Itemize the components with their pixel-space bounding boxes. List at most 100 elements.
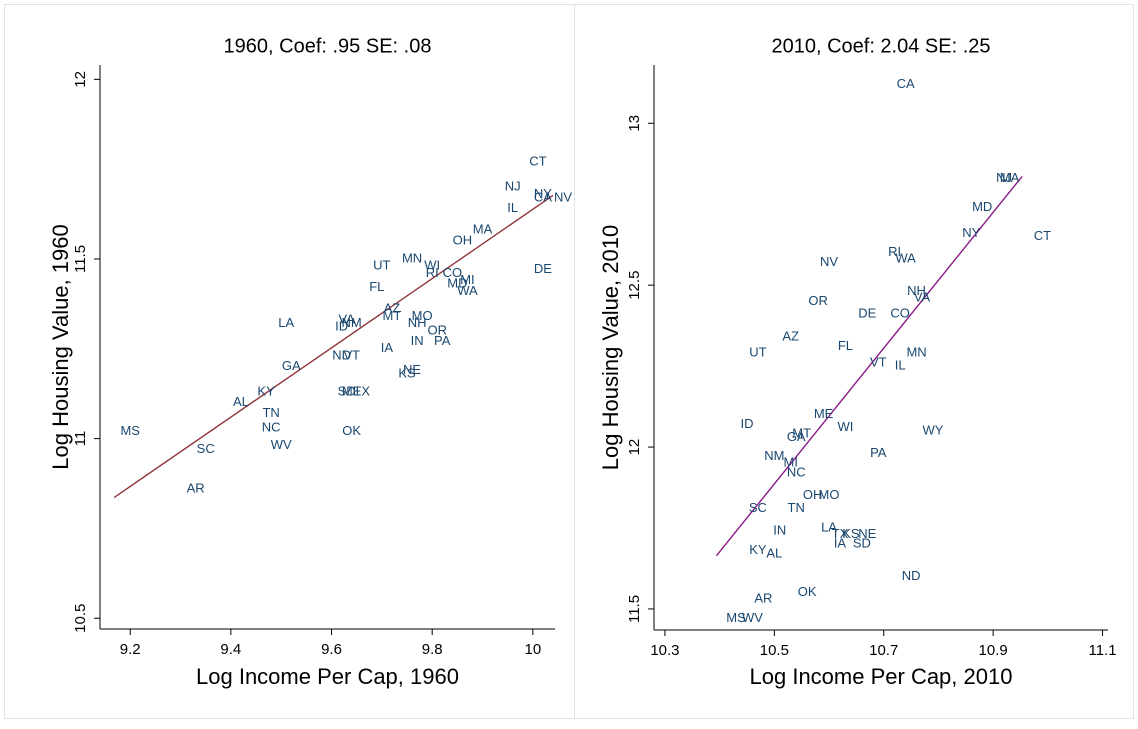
point-label: UT	[373, 258, 390, 273]
point-label: MS	[726, 610, 746, 625]
point-label: LA	[278, 315, 294, 330]
point-label: AR	[754, 591, 772, 606]
point-label: AR	[187, 480, 205, 495]
point-label: ID	[335, 319, 348, 334]
point-label: NM	[342, 315, 362, 330]
point-label: SC	[749, 500, 767, 515]
point-label: RI	[888, 244, 901, 259]
point-label: ME	[342, 383, 362, 398]
point-label: CA	[534, 189, 552, 204]
point-label: NM	[764, 448, 784, 463]
y-tick-label: 12	[626, 439, 643, 456]
y-tick-label: 11.5	[626, 595, 643, 623]
point-label: IL	[507, 200, 518, 215]
point-label: PA	[434, 333, 451, 348]
x-tick-label: 10.5	[760, 642, 789, 659]
point-label: DE	[858, 306, 876, 321]
chart-title: 2010, Coef: 2.04 SE: .25	[771, 35, 990, 57]
point-label: SC	[197, 441, 215, 456]
fit-line	[113, 194, 554, 499]
x-tick-label: 10.7	[869, 642, 898, 659]
point-label: OR	[427, 322, 447, 337]
x-tick-label: 10.9	[979, 642, 1008, 659]
point-label: FL	[369, 279, 384, 294]
point-label: CA	[897, 76, 915, 91]
x-tick-label: 9.4	[220, 641, 241, 658]
point-label: WI	[424, 258, 440, 273]
point-label: NE	[403, 362, 421, 377]
y-tick-label: 11	[72, 431, 89, 447]
point-label: NH	[907, 283, 926, 298]
y-tick-label: 11.5	[72, 245, 89, 273]
point-label: OH	[453, 232, 473, 247]
point-label: VT	[343, 347, 360, 362]
point-label: AZ	[384, 301, 401, 316]
point-label: NY	[962, 225, 980, 240]
point-label: OH	[803, 487, 823, 502]
point-label: MN	[402, 250, 422, 265]
point-label: TN	[262, 405, 279, 420]
point-label: OK	[342, 423, 361, 438]
x-tick-label: 9.2	[120, 641, 141, 658]
point-label: KY	[749, 542, 767, 557]
point-label: MI	[784, 455, 798, 470]
point-label: KS	[842, 526, 860, 541]
point-label: MD	[972, 199, 992, 214]
point-label: OR	[808, 293, 828, 308]
point-label: GA	[787, 429, 806, 444]
point-label: NE	[858, 526, 876, 541]
point-label: MT	[792, 426, 811, 441]
point-label: NV	[554, 189, 572, 204]
point-label: WV	[742, 610, 763, 625]
point-label: IL	[895, 358, 906, 373]
x-tick-label: 10	[525, 641, 542, 658]
point-label: NC	[262, 419, 281, 434]
point-label: VA	[338, 311, 355, 326]
figure-frame	[4, 4, 1134, 719]
point-label: MI	[460, 272, 474, 287]
point-label: VT	[870, 354, 887, 369]
point-label: TX	[832, 526, 849, 541]
point-label: FL	[838, 338, 853, 353]
x-tick-label: 11.1	[1088, 642, 1116, 659]
point-label: ME	[814, 406, 834, 421]
point-label: MT	[383, 308, 402, 323]
point-label: MO	[412, 308, 433, 323]
y-axis-title: Log Housing Value, 2010	[598, 225, 623, 470]
point-label: MA	[473, 222, 493, 237]
point-label: SD	[853, 536, 871, 551]
y-axis-title: Log Housing Value, 1960	[48, 224, 73, 469]
point-label: LA	[821, 519, 837, 534]
point-label: GA	[282, 358, 301, 373]
point-label: WY	[922, 422, 943, 437]
x-axis-title: Log Income Per Cap, 1960	[196, 664, 459, 689]
point-label: MA	[1000, 170, 1020, 185]
point-label: WV	[271, 437, 292, 452]
chart-title: 1960, Coef: .95 SE: .08	[224, 35, 432, 57]
fit-line	[715, 175, 1023, 557]
point-label: NY	[534, 186, 552, 201]
x-tick-label: 9.8	[422, 641, 443, 658]
y-tick-label: 10.5	[72, 604, 89, 633]
y-tick-label: 12	[72, 71, 89, 88]
point-label: NJ	[996, 170, 1012, 185]
point-label: IN	[411, 333, 424, 348]
point-label: IA	[834, 536, 847, 551]
point-label: CO	[890, 306, 910, 321]
point-label: IA	[381, 340, 394, 355]
point-label: NJ	[505, 179, 521, 194]
point-label: ND	[902, 568, 921, 583]
point-label: NV	[820, 254, 838, 269]
point-label: NC	[787, 464, 806, 479]
y-tick-label: 13	[626, 115, 643, 132]
point-label: MS	[120, 423, 140, 438]
point-label: IN	[773, 523, 786, 538]
point-label: AL	[233, 394, 249, 409]
point-label: ID	[740, 416, 753, 431]
point-label: CT	[1034, 228, 1051, 243]
point-label: WA	[457, 283, 478, 298]
point-label: ND	[332, 347, 351, 362]
point-label: PA	[870, 445, 887, 460]
x-tick-label: 10.3	[650, 642, 679, 659]
